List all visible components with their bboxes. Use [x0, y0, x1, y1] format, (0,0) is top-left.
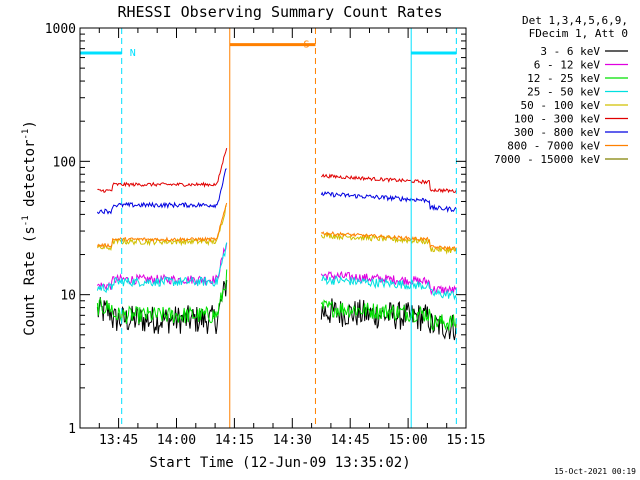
- marker-label-n: N: [130, 48, 136, 59]
- series-line-pre-6: [97, 147, 228, 193]
- legend-label-1: 3 - 6 keV: [540, 45, 600, 58]
- y-tick-label: 100: [53, 155, 76, 170]
- series-line-post-5: [320, 232, 457, 255]
- series-line-post-6: [320, 173, 457, 194]
- series-line-post-4: [321, 273, 457, 301]
- y-tick-label: 1000: [45, 22, 76, 37]
- legend-label-6: 100 - 300 keV: [514, 113, 600, 126]
- legend-label-5: 50 - 100 keV: [521, 99, 601, 112]
- series-line-post-7: [320, 190, 457, 213]
- series-line-post-3: [320, 299, 457, 331]
- series-line-pre-7: [96, 168, 227, 215]
- x-tick-label: 14:30: [273, 433, 312, 448]
- legend-label-2: 6 - 12 keV: [534, 59, 601, 72]
- y-axis-label: Count Rate (s-1 detector-1): [21, 120, 38, 336]
- y-axis-label-sup-1: -1: [21, 215, 31, 226]
- series-line-pre-4: [96, 242, 228, 294]
- series-line-pre-1: [96, 279, 228, 334]
- series-line-post-2: [320, 270, 457, 296]
- x-tick-label: 13:45: [99, 433, 138, 448]
- legend-header: Det 1,3,4,5,6,9, FDecim 1, Att 0: [522, 14, 628, 40]
- axes: 1 10 100 1000 13:45 14:00 14:15 14:30 14:45 15:00…: [45, 22, 486, 448]
- plot-area: NS: [79, 28, 457, 428]
- marker-label-s: S: [303, 40, 309, 51]
- legend-label-7: 300 - 800 keV: [514, 126, 600, 139]
- y-tick-label: 1: [68, 422, 76, 437]
- legend-label-3: 12 - 25 keV: [527, 72, 600, 85]
- y-axis-label-part-1: Count Rate (s: [22, 226, 38, 336]
- y-axis-label-part-3: ): [22, 120, 38, 128]
- series-line-pre-3: [96, 269, 228, 324]
- generation-timestamp: 15-Oct-2021 00:19: [554, 467, 636, 476]
- legend-label-8: 800 - 7000 keV: [507, 140, 600, 153]
- x-tick-label: 14:15: [215, 433, 254, 448]
- x-axis-label: Start Time (12-Jun-09 13:35:02): [149, 455, 410, 471]
- plot-frame: [79, 27, 467, 429]
- x-tick-label: 14:45: [331, 433, 370, 448]
- x-tick-label: 15:15: [446, 433, 485, 448]
- x-tick-label: 15:00: [389, 433, 428, 448]
- legend-label-9: 7000 - 15000 keV: [494, 153, 600, 166]
- y-axis-label-sup-2: -1: [21, 129, 31, 140]
- y-tick-label: 10: [60, 289, 76, 304]
- y-axis-label-part-2: detector: [22, 140, 38, 216]
- series-line-post-8: [320, 230, 457, 252]
- legend-header-line-1: Det 1,3,4,5,6,9,: [522, 14, 628, 27]
- series-line-pre-8: [96, 202, 228, 249]
- x-tick-label: 14:00: [157, 433, 196, 448]
- chart-title: RHESSI Observing Summary Count Rates: [117, 3, 442, 21]
- legend-header-line-2: FDecim 1, Att 0: [529, 27, 628, 40]
- series-line-pre-5: [97, 205, 227, 252]
- legend-label-4: 25 - 50 keV: [527, 86, 600, 99]
